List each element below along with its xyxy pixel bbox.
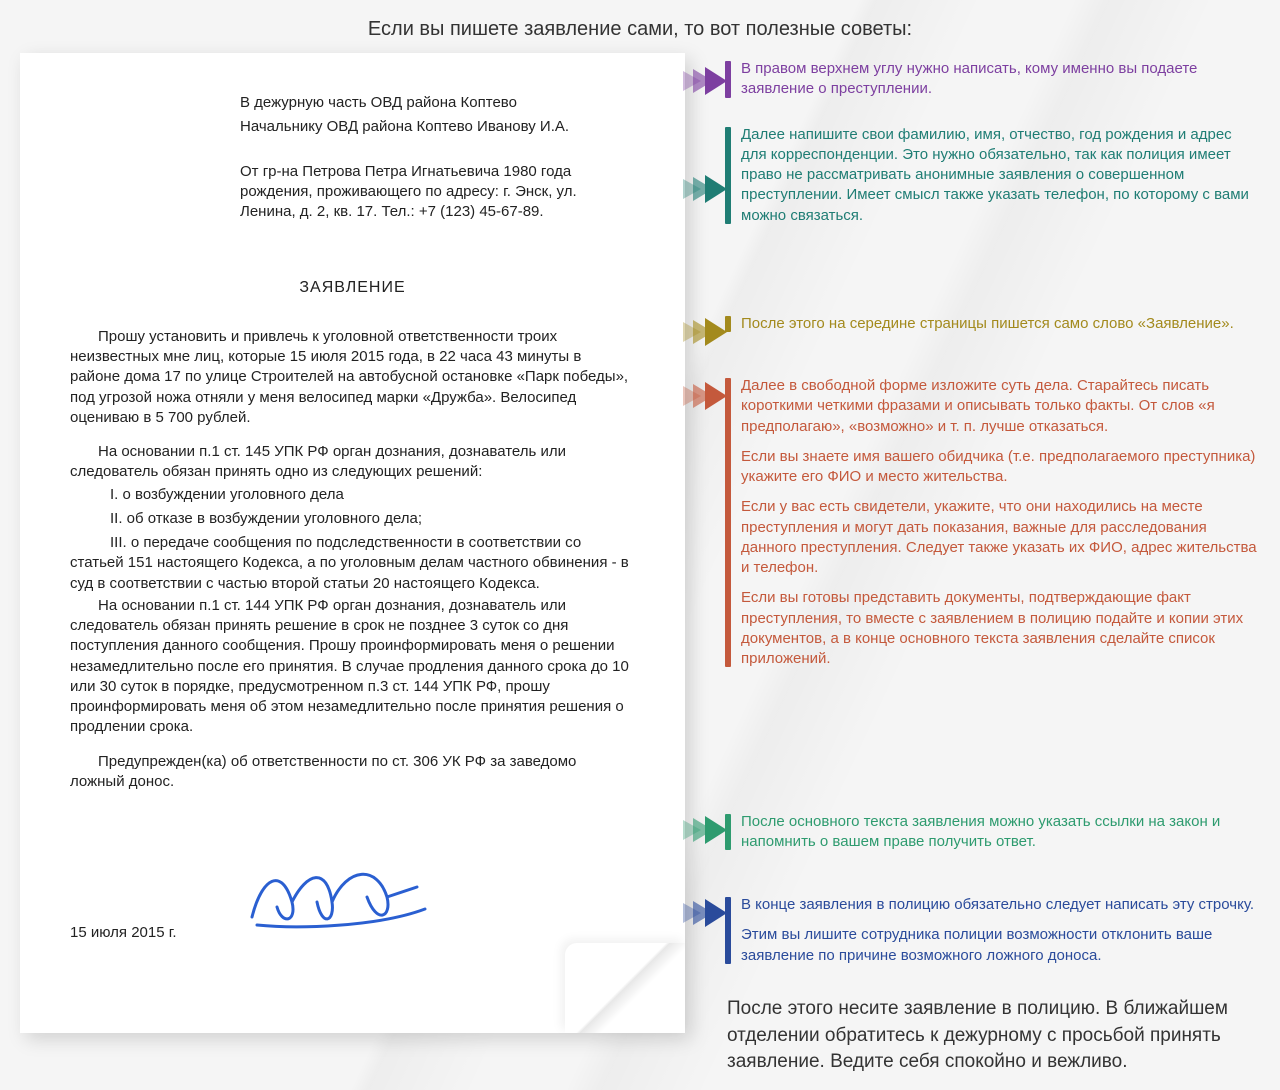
annotation-4-p4: Если вы готовы представить документы, по… (741, 588, 1260, 669)
body-p1: Прошу установить и привлечь к уголовной … (70, 327, 635, 428)
addr-line-2: Начальнику ОВД района Коптево Иванову И.… (240, 117, 635, 137)
annotation-connector-icon (683, 175, 727, 203)
annotation-bar (725, 814, 731, 851)
annotation-5-p1: После основного текста заявления можно у… (741, 812, 1260, 853)
final-note: После этого несите заявление в полицию. … (725, 996, 1260, 1076)
main-container: В дежурную часть ОВД района Коптево Нача… (0, 53, 1280, 1076)
annotation-bar (725, 127, 731, 224)
annotation-4: Далее в свободной форме изложите суть де… (725, 376, 1260, 669)
annotation-4-p1: Далее в свободной форме изложите суть де… (741, 376, 1260, 437)
body-p2-iii: III. о передаче сообщения по подследстве… (70, 533, 635, 594)
document-footer: 15 июля 2015 г. (70, 847, 635, 943)
annotation-6-p2: Этим вы лишите сотрудника полиции возмож… (741, 925, 1260, 966)
body-p4: Предупрежден(ка) об ответственности по с… (70, 752, 635, 793)
annotation-4-p3: Если у вас есть свидетели, укажите, что … (741, 497, 1260, 578)
annotation-connector-icon (683, 899, 727, 927)
annotation-connector-icon (683, 382, 727, 410)
addressee-block: В дежурную часть ОВД района Коптево Нача… (240, 93, 635, 138)
signature-icon (237, 847, 437, 943)
addr-line-1: В дежурную часть ОВД района Коптево (240, 93, 635, 113)
annotation-6: В конце заявления в полицию обязательно … (725, 895, 1260, 966)
body-p2-lead: На основании п.1 ст. 145 УПК РФ орган до… (70, 442, 635, 483)
document-sheet: В дежурную часть ОВД района Коптево Нача… (20, 53, 685, 1033)
annotation-3: После этого на середине страницы пишется… (725, 314, 1260, 334)
body-p2-i: I. о возбуждении уголовного дела (110, 485, 635, 505)
annotation-1: В правом верхнем углу нужно написать, ко… (725, 59, 1260, 100)
body-p2-ii: II. об отказе в возбуждении уголовного д… (110, 509, 635, 529)
annotation-connector-icon (683, 816, 727, 844)
annotation-connector-icon (683, 318, 727, 346)
annotation-3-p1: После этого на середине страницы пишется… (741, 314, 1260, 334)
annotation-1-p1: В правом верхнем углу нужно написать, ко… (741, 59, 1260, 100)
document-wrap: В дежурную часть ОВД района Коптево Нача… (20, 53, 685, 1076)
annotations-column: В правом верхнем углу нужно написать, ко… (685, 53, 1260, 1076)
annotation-connector-icon (683, 67, 727, 95)
annotation-bar (725, 316, 731, 332)
annotation-bar (725, 897, 731, 964)
annotation-2: Далее напишите свои фамилию, имя, отчест… (725, 125, 1260, 226)
annotation-bar (725, 378, 731, 667)
annotation-bar (725, 61, 731, 98)
page-title: Если вы пишете заявление сами, то вот по… (0, 0, 1280, 53)
sender-block: От гр-на Петрова Петра Игнатьевича 1980 … (240, 162, 635, 223)
annotation-6-p1: В конце заявления в полицию обязательно … (741, 895, 1260, 915)
annotation-5: После основного текста заявления можно у… (725, 812, 1260, 853)
body-p3: На основании п.1 ст. 144 УПК РФ орган до… (70, 596, 635, 738)
document-date: 15 июля 2015 г. (70, 923, 177, 943)
annotation-4-p2: Если вы знаете имя вашего обидчика (т.е.… (741, 447, 1260, 488)
document-heading: ЗАЯВЛЕНИЕ (70, 277, 635, 299)
annotation-2-p1: Далее напишите свои фамилию, имя, отчест… (741, 125, 1260, 226)
from-text: От гр-на Петрова Петра Игнатьевича 1980 … (240, 162, 635, 223)
